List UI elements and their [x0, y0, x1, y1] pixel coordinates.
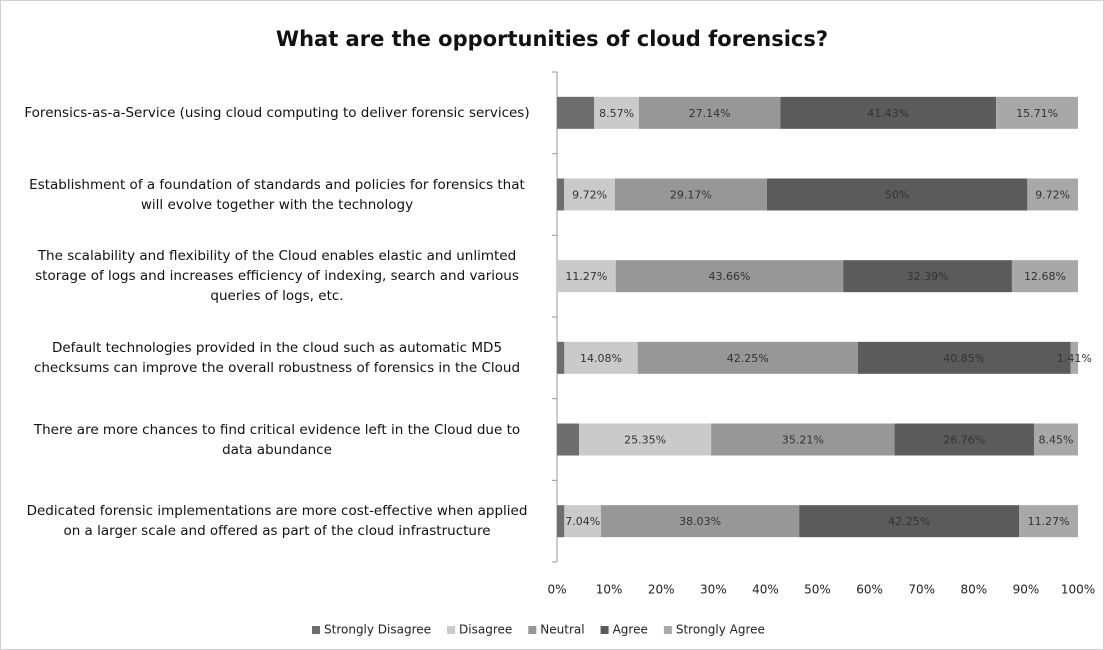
bar-segment — [857, 341, 1071, 374]
x-tick-label: 40% — [752, 583, 779, 597]
bar-segment — [1070, 341, 1078, 374]
data-label: 1.41% — [1057, 352, 1092, 365]
category-label: There are more chances to find critical … — [33, 421, 521, 458]
legend-label: Neutral — [540, 623, 584, 637]
bar-segment — [766, 178, 1028, 211]
legend-label: Strongly Agree — [676, 623, 765, 637]
bar-segment — [601, 505, 800, 538]
bar-segment — [557, 341, 565, 374]
x-tick-label: 30% — [700, 583, 727, 597]
bar-segment — [615, 260, 844, 293]
bar-segment — [557, 96, 595, 129]
bar-segment — [557, 505, 565, 538]
data-label: 15.71% — [1016, 107, 1058, 120]
data-label: 26.76% — [943, 434, 985, 447]
data-label: 25.35% — [624, 434, 666, 447]
legend-swatch — [663, 626, 672, 634]
bar-segment — [638, 96, 781, 129]
chart-title: What are the opportunities of cloud fore… — [276, 27, 828, 51]
category-label: Establishment of a foundation of standar… — [29, 176, 525, 213]
bar-segment — [557, 423, 580, 456]
data-label: 42.25% — [727, 352, 769, 365]
bar-segment — [996, 96, 1078, 129]
bar-segment — [1011, 260, 1078, 293]
data-label: 7.04% — [565, 515, 600, 528]
bar-segment — [557, 260, 616, 293]
data-label: 12.68% — [1024, 270, 1066, 283]
bar-segment — [557, 178, 565, 211]
legend-label: Agree — [613, 623, 648, 637]
x-tick-label: 100% — [1061, 583, 1095, 597]
data-label: 40.85% — [943, 352, 985, 365]
x-tick-label: 10% — [596, 583, 623, 597]
bar-segment — [843, 260, 1012, 293]
bar-segment — [579, 423, 712, 456]
data-label: 27.14% — [689, 107, 731, 120]
x-tick-label: 60% — [856, 583, 883, 597]
bar-segment — [1019, 505, 1078, 538]
legend-label: Disagree — [459, 623, 512, 637]
bar-segment — [637, 341, 858, 374]
legend-swatch — [312, 626, 320, 634]
data-label: 11.27% — [1028, 515, 1070, 528]
bar-segment — [564, 505, 602, 538]
data-label: 29.17% — [670, 189, 712, 202]
data-label: 42.25% — [888, 515, 930, 528]
data-label: 43.66% — [708, 270, 750, 283]
data-label: 14.08% — [580, 352, 622, 365]
bar-segment — [1027, 178, 1078, 211]
data-label: 8.57% — [599, 107, 634, 120]
bar-segment — [614, 178, 767, 211]
category-label: Forensics-as-a-Service (using cloud comp… — [24, 104, 530, 121]
data-label: 9.72% — [572, 189, 607, 202]
bar-segment — [564, 341, 638, 374]
data-label: 50% — [885, 189, 909, 202]
x-tick-label: 0% — [547, 583, 566, 597]
legend-label: Strongly Disagree — [324, 623, 431, 637]
x-tick-label: 90% — [1013, 583, 1040, 597]
bar-segment — [780, 96, 997, 129]
x-tick-label: 20% — [648, 583, 675, 597]
x-tick-label: 70% — [908, 583, 935, 597]
category-label: Dedicated forensic implementations are m… — [26, 503, 528, 540]
legend-swatch — [447, 626, 456, 634]
bar-segment — [711, 423, 895, 456]
x-tick-label: 80% — [960, 583, 987, 597]
data-label: 9.72% — [1035, 189, 1070, 202]
data-label: 38.03% — [679, 515, 721, 528]
data-label: 32.39% — [907, 270, 949, 283]
data-label: 35.21% — [782, 434, 824, 447]
bar-segment — [594, 96, 639, 129]
bar-segment — [894, 423, 1034, 456]
data-label: 8.45% — [1039, 434, 1074, 447]
legend-swatch — [528, 626, 537, 634]
category-label: The scalability and flexibility of the C… — [35, 248, 519, 305]
data-label: 11.27% — [565, 270, 607, 283]
bar-segment — [799, 505, 1020, 538]
bar-segment — [1033, 423, 1078, 456]
bar-segment — [564, 178, 615, 211]
category-label: Default technologies provided in the clo… — [33, 339, 521, 376]
legend-swatch — [600, 626, 609, 634]
x-tick-label: 50% — [804, 583, 831, 597]
data-label: 41.43% — [867, 107, 909, 120]
